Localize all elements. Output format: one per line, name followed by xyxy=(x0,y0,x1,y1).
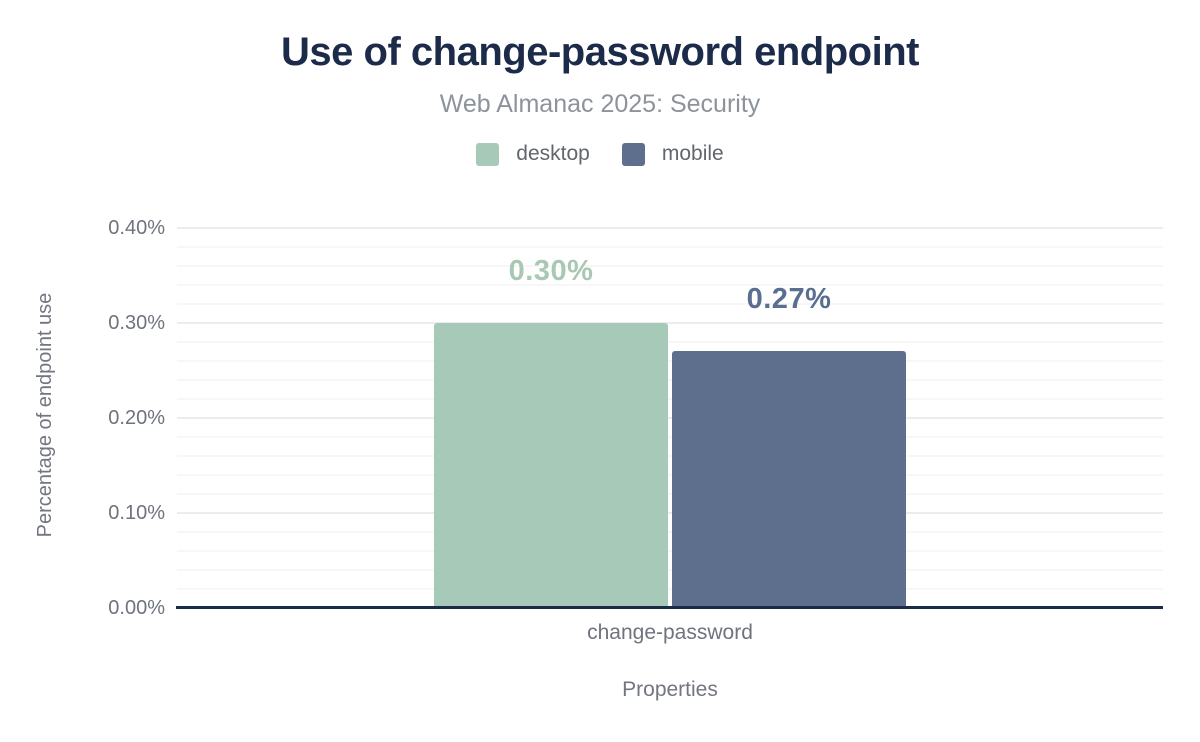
legend-swatch-mobile xyxy=(621,142,645,166)
minor-gridline xyxy=(177,493,1163,495)
x-axis-category-label: change-password xyxy=(587,621,753,644)
bar-mobile[interactable] xyxy=(672,351,906,608)
legend-item-mobile[interactable]: mobile xyxy=(621,142,724,166)
chart-title: Use of change-password endpoint xyxy=(281,30,919,74)
minor-gridline xyxy=(177,398,1163,400)
major-gridline xyxy=(177,322,1163,324)
legend-label: desktop xyxy=(516,142,590,165)
minor-gridline xyxy=(177,569,1163,571)
major-gridline xyxy=(177,227,1163,229)
minor-gridline xyxy=(177,474,1163,476)
minor-gridline xyxy=(177,303,1163,305)
bar-value-label-desktop: 0.30% xyxy=(508,255,594,287)
minor-gridline xyxy=(177,550,1163,552)
legend-item-desktop[interactable]: desktop xyxy=(476,142,590,166)
bar-desktop[interactable] xyxy=(434,323,668,608)
legend-label: mobile xyxy=(661,142,724,165)
minor-gridline xyxy=(177,455,1163,457)
major-gridline xyxy=(177,512,1163,514)
major-gridline xyxy=(177,417,1163,419)
x-axis-line xyxy=(176,606,1163,609)
plot-area: 0.30% 0.27% xyxy=(177,227,1163,608)
y-tick-label: 0.00% xyxy=(108,597,165,619)
y-tick-label: 0.10% xyxy=(108,502,165,524)
minor-gridline xyxy=(177,284,1163,286)
y-tick-label: 0.40% xyxy=(108,217,165,239)
legend-swatch-desktop xyxy=(476,142,500,166)
x-axis-title: Properties xyxy=(622,678,718,701)
y-tick-label: 0.20% xyxy=(108,407,165,429)
bar-value-label-mobile: 0.27% xyxy=(746,283,832,315)
legend: desktop mobile xyxy=(0,142,1200,166)
y-tick-label: 0.30% xyxy=(108,312,165,334)
chart-subtitle: Web Almanac 2025: Security xyxy=(439,90,761,118)
minor-gridline xyxy=(177,379,1163,381)
minor-gridline xyxy=(177,531,1163,533)
minor-gridline xyxy=(177,588,1163,590)
minor-gridline xyxy=(177,341,1163,343)
minor-gridline xyxy=(177,246,1163,248)
minor-gridline xyxy=(177,265,1163,267)
minor-gridline xyxy=(177,436,1163,438)
minor-gridline xyxy=(177,360,1163,362)
